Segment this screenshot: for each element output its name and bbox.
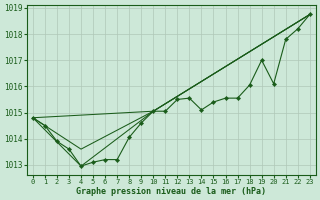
X-axis label: Graphe pression niveau de la mer (hPa): Graphe pression niveau de la mer (hPa) bbox=[76, 187, 266, 196]
